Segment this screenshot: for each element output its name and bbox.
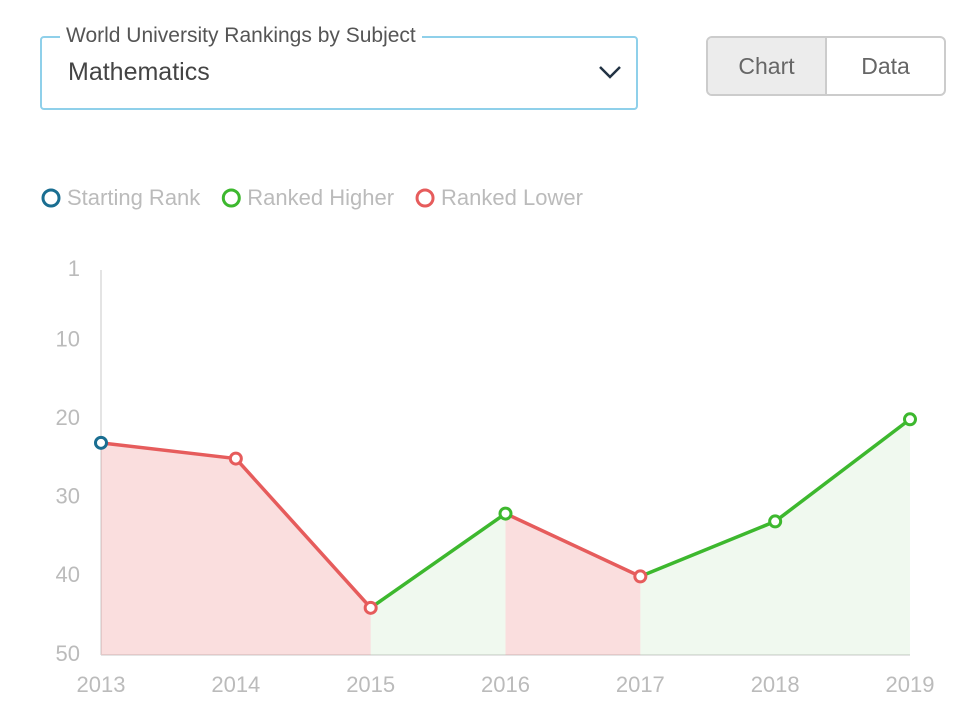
line-segment: [774, 417, 912, 523]
line-segment: [234, 457, 372, 610]
point: [363, 600, 378, 615]
chevron: [599, 66, 621, 79]
legend-marker: [415, 188, 435, 208]
view-toggle: Chart Data: [706, 36, 946, 96]
area-segment: [505, 513, 641, 655]
toggle-option[interactable]: Data: [825, 38, 944, 94]
select-label: World University Rankings by Subject: [60, 24, 422, 48]
point: [768, 514, 783, 529]
y-tick-label: 10: [56, 327, 80, 352]
y-tick-label: 1: [68, 256, 80, 281]
legend-label: Starting Rank: [67, 185, 201, 210]
point: [903, 412, 917, 427]
subject-select[interactable]: World University Rankings by Subject Mat…: [40, 24, 638, 110]
area-segment: [370, 513, 506, 655]
x-tick-label: 2018: [751, 672, 800, 697]
x-tick-label: 2019: [886, 672, 935, 697]
x-tick-label: 2015: [346, 672, 395, 697]
legend-marker: [221, 188, 241, 208]
x-tick-label: 2016: [481, 672, 530, 697]
legend-marker: [41, 188, 61, 208]
line-segment: [639, 519, 776, 579]
line-segment: [369, 512, 507, 610]
y-tick-label: 20: [56, 405, 80, 430]
point: [228, 451, 243, 466]
point: [633, 569, 648, 584]
toggle-option[interactable]: Chart: [708, 38, 825, 94]
area-segment: [101, 442, 236, 655]
legend-label: Ranked Higher: [247, 185, 394, 210]
point: [498, 506, 513, 521]
x-tick-label: 2017: [616, 672, 665, 697]
x-tick-label: 2014: [211, 672, 260, 697]
select-value: Mathematics: [68, 58, 210, 86]
area-segment: [640, 521, 776, 655]
area-segment: [235, 458, 371, 655]
y-tick-label: 50: [56, 641, 80, 666]
line-segment: [504, 511, 642, 579]
legend-label: Ranked Lower: [441, 185, 583, 210]
y-tick-label: 30: [56, 484, 80, 509]
area-segment: [775, 419, 910, 655]
x-tick-label: 2013: [77, 672, 126, 697]
line-segment: [100, 441, 237, 461]
y-tick-label: 40: [56, 562, 80, 587]
point: [94, 435, 108, 450]
